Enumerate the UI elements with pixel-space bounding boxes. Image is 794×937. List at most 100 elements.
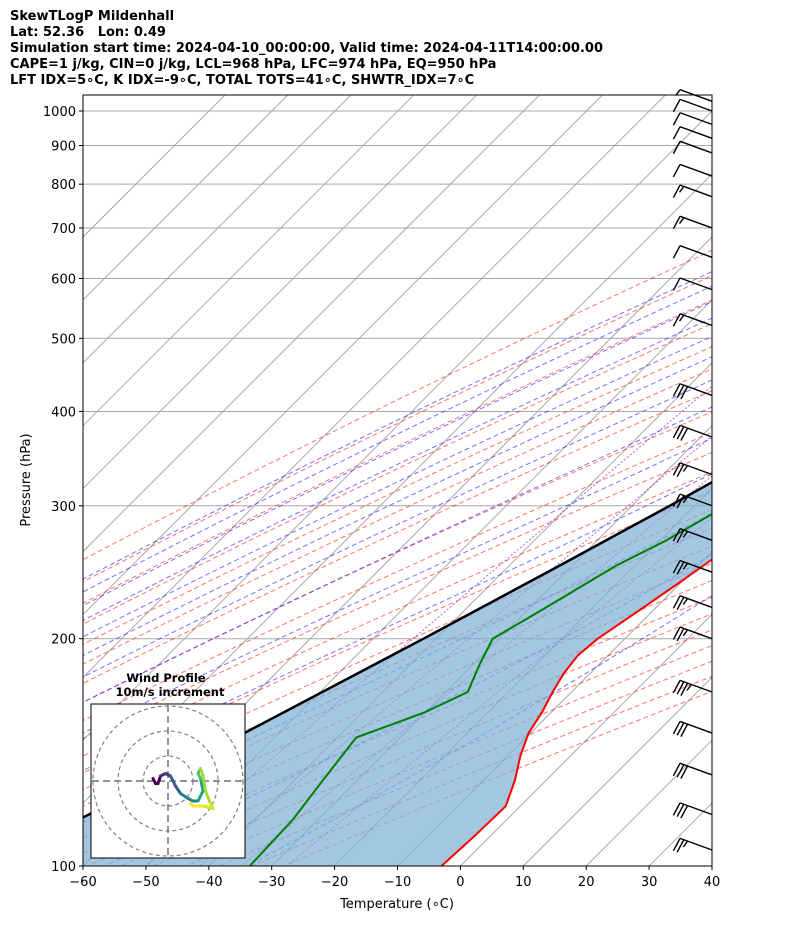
y-tick-label: 200 (51, 633, 76, 648)
dewpoint-line (248, 512, 712, 866)
x-tick-label: −30 (258, 875, 285, 890)
y-tick-label: 300 (51, 500, 76, 515)
hodograph-segment (204, 789, 212, 805)
isotherm (460, 613, 712, 866)
isotherm (83, 95, 477, 490)
x-axis-label: Temperature (∘C) (339, 897, 454, 912)
isotherm (83, 95, 352, 364)
wind-barb (672, 837, 713, 853)
wind-barb (672, 245, 713, 259)
moist-adiabat (83, 301, 712, 607)
wind-barb (672, 98, 713, 113)
moist-adiabat (83, 379, 712, 678)
location-line: Lat: 52.36 Lon: 0.49 (10, 25, 166, 40)
x-tick-label: 30 (641, 875, 658, 890)
wind-barb (672, 762, 713, 779)
dry-adiabat (83, 323, 712, 625)
x-tick-label: 20 (578, 875, 595, 890)
y-tick-label: 600 (51, 272, 76, 287)
moist-adiabat (83, 285, 712, 593)
wind-barb (672, 626, 713, 642)
wind-barb (672, 679, 713, 696)
x-tick-label: −20 (321, 875, 348, 890)
hodograph-segment (189, 802, 195, 808)
y-tick-label: 500 (51, 332, 76, 347)
wind-barb (672, 277, 713, 291)
isotherm (83, 95, 603, 616)
chart-title: SkewTLogP Mildenhall (10, 9, 175, 24)
isotherm (522, 676, 712, 866)
isotherm (585, 739, 712, 866)
x-tick-label: −10 (384, 875, 411, 890)
dry-adiabat (83, 249, 712, 561)
dry-adiabat (83, 411, 712, 703)
x-tick-label: 0 (456, 875, 464, 890)
temperature-line (440, 558, 712, 866)
hodograph-title: Wind Profile (126, 671, 206, 685)
parcel-line (83, 480, 712, 819)
moist-adiabat (83, 271, 712, 580)
dry-adiabat (83, 346, 712, 645)
isotherm (83, 95, 415, 427)
wind-barb (672, 313, 713, 327)
wind-barb (672, 126, 713, 140)
moist-adiabat (83, 406, 712, 703)
wind-barb (672, 112, 713, 126)
hodograph-subtitle: 10m/s increment (116, 685, 225, 699)
wind-barb (672, 802, 713, 819)
x-tick-label: −40 (195, 875, 222, 890)
wind-barb (672, 462, 713, 478)
y-tick-label: 700 (51, 222, 76, 237)
hodograph-segment (201, 774, 207, 793)
x-tick-label: −60 (69, 875, 96, 890)
isotherm (648, 802, 712, 866)
dry-adiabat (83, 490, 712, 774)
isotherm (83, 95, 289, 301)
hodograph-segment (196, 789, 205, 803)
wind-barb (672, 215, 713, 230)
profile-lines (83, 480, 712, 866)
y-tick-label: 100 (51, 860, 76, 875)
wind-barbs (672, 89, 713, 853)
wind-barb (672, 424, 713, 441)
y-tick-label: 900 (51, 140, 76, 155)
time-line: Simulation start time: 2024-04-10_00:00:… (10, 41, 603, 56)
x-tick-label: 10 (515, 875, 532, 890)
wind-barb (672, 163, 713, 178)
isotherm (83, 95, 540, 553)
hodograph-segment (201, 804, 215, 810)
wind-barb (672, 528, 713, 543)
x-tick-label: −50 (132, 875, 159, 890)
x-tick-label: 40 (704, 875, 721, 890)
hodograph-segment (169, 774, 177, 788)
dry-adiabat (83, 451, 712, 739)
dry-adiabat (83, 368, 712, 665)
hodograph-inset: Wind Profile 10m/s increment (90, 671, 246, 859)
isotherm (83, 95, 666, 679)
moist-adiabat (83, 317, 712, 622)
y-axis: 1000 900 800 700 600 500 400 300 200 100 (43, 105, 83, 875)
y-tick-label: 800 (51, 178, 76, 193)
isotherm (711, 865, 712, 866)
isotherm (83, 95, 226, 238)
moist-adiabat (83, 437, 712, 734)
y-axis-label: Pressure (hPa) (19, 433, 34, 526)
moist-adiabat (83, 473, 712, 772)
wind-barb (672, 720, 713, 737)
stability-line: CAPE=1 j/kg, CIN=0 j/kg, LCL=968 hPa, LF… (10, 57, 497, 72)
x-axis: −60 −50 −40 −30 −20 −10 0 10 20 30 40 (69, 866, 720, 890)
hodograph-segment (179, 792, 190, 800)
y-tick-label: 400 (51, 405, 76, 420)
wind-barb (672, 184, 713, 198)
hodograph-segment (199, 777, 205, 793)
index-line: LFT IDX=5∘C, K IDX=-9∘C, TOTAL TOTS=41∘C… (10, 73, 475, 88)
wind-barb (672, 595, 713, 611)
wind-barb (672, 493, 713, 509)
wind-barb (672, 140, 713, 155)
wind-barb (672, 559, 713, 575)
hodograph-segment (174, 784, 182, 795)
dry-adiabat (83, 299, 712, 604)
y-tick-label: 1000 (43, 105, 76, 120)
chart-header: SkewTLogP Mildenhall Lat: 52.36 Lon: 0.4… (10, 9, 603, 89)
